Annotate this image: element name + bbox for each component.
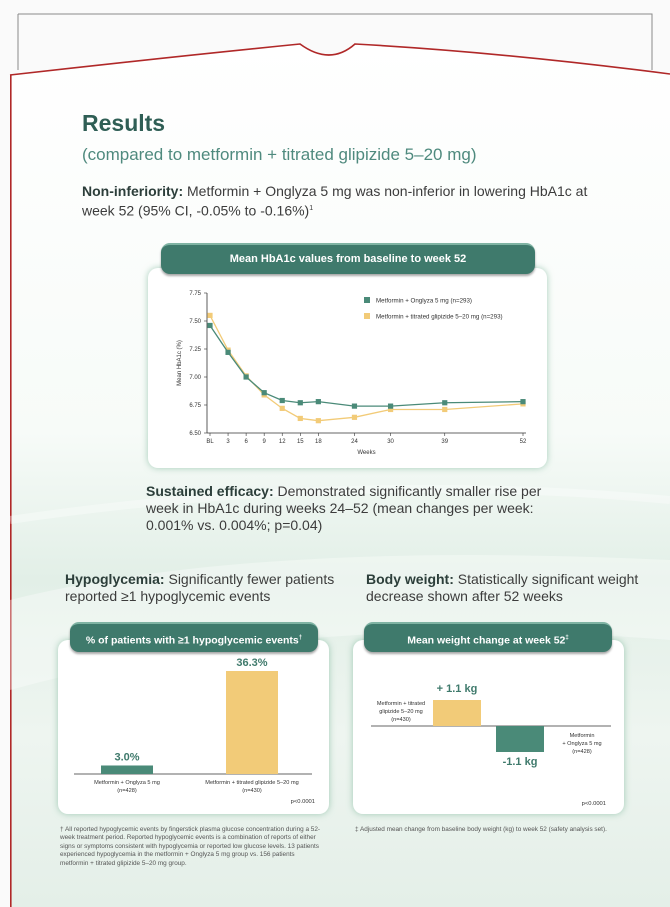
page-subtitle: (compared to metformin + titrated glipiz… (82, 145, 477, 164)
x-tick-label: 6 (244, 439, 248, 445)
data-point (207, 322, 213, 329)
x-axis-label: Weeks (357, 450, 375, 456)
hypoglycemia-footnote: † All reported hypoglycemic events by fi… (60, 826, 321, 867)
legend-label: Metformin + Onglyza 5 mg (n=293) (376, 298, 472, 305)
noninferiority-paragraph: Non-inferiority: Metformin + Onglyza 5 m… (82, 183, 602, 220)
noninferiority-label: Non-inferiority: (82, 183, 184, 199)
bar-data-label: -1.1 kg (503, 756, 538, 768)
weight-chart-header: Mean weight change at week 52‡ (364, 622, 612, 652)
hypoglycemia-paragraph: Hypoglycemia: Significantly fewer patien… (65, 571, 355, 605)
y-tick-label: 6.50 (189, 431, 201, 437)
category-label: Metformin (570, 733, 595, 739)
y-tick-label: 7.25 (189, 347, 201, 353)
bodyweight-paragraph: Body weight: Statistically significant w… (366, 571, 646, 605)
data-point (351, 403, 358, 409)
y-tick-label: 7.75 (189, 291, 201, 297)
hba1c-chart-header: Mean HbA1c values from baseline to week … (161, 243, 535, 274)
category-n-label: (n=428) (117, 788, 137, 794)
hypoglycemia-chart-panel (58, 640, 329, 814)
hypoglycemia-chart-title: % of patients with ≥1 hypoglycemic event… (85, 634, 299, 647)
p-value: p<0.0001 (291, 799, 315, 805)
data-point (387, 403, 394, 409)
legend-swatch (364, 297, 370, 303)
x-tick-label: 52 (520, 439, 527, 445)
data-point (315, 418, 321, 424)
category-label: + Onglyza 5 mg (562, 741, 601, 747)
sustained-text: Demonstrated significantly smaller rise … (146, 483, 542, 533)
bar-data-label: 3.0% (114, 751, 139, 763)
data-point (297, 415, 303, 422)
bar (101, 765, 153, 774)
bar-data-label: 36.3% (236, 657, 267, 669)
bar (226, 671, 278, 774)
data-point (351, 414, 358, 420)
weight-footnote: ‡ Adjusted mean change from baseline bod… (355, 826, 607, 833)
weight-chart-panel (353, 640, 624, 814)
data-point (207, 312, 213, 318)
data-point (387, 406, 394, 413)
hypoglycemia-label: Hypoglycemia: (65, 571, 165, 587)
data-point (315, 399, 321, 405)
y-tick-label: 6.75 (189, 403, 201, 409)
y-tick-label: 7.50 (189, 319, 201, 325)
hypoglycemia-bar-chart: 3.0% Metformin + Onglyza 5 mg (n=428) 36.3%… (74, 657, 315, 805)
weight-bar-chart: + 1.1 kg -1.1 kg Metformin + titrated glipi… (371, 683, 611, 807)
bodyweight-label: Body weight: (366, 571, 454, 587)
category-label: (n=430) (391, 717, 411, 723)
data-point (297, 400, 303, 406)
bar (433, 700, 481, 726)
category-label: Metformin + titrated glipizide 5–20 mg (205, 780, 298, 786)
x-tick-label: 3 (226, 439, 230, 445)
data-point (261, 390, 267, 396)
sustained-efficacy-paragraph: Sustained efficacy: Demonstrated signifi… (146, 483, 566, 534)
weight-chart-title: Mean weight change at week 52 (407, 634, 566, 647)
category-label: Metformin + Onglyza 5 mg (94, 780, 160, 786)
p-value: p<0.0001 (582, 801, 606, 807)
data-point (442, 406, 448, 413)
x-tick-label: 18 (315, 439, 322, 445)
x-tick-label: 39 (441, 439, 448, 445)
sustained-label: Sustained efficacy: (146, 483, 274, 499)
double-dagger-mark: ‡ (565, 635, 569, 641)
legend-label: Metformin + titrated glipizide 5–20 mg (… (376, 314, 503, 321)
hba1c-chart-title: Mean HbA1c values from baseline to week … (229, 253, 467, 265)
hypoglycemia-chart-header: % of patients with ≥1 hypoglycemic event… (70, 622, 318, 652)
x-tick-label: 9 (263, 439, 267, 445)
category-n-label: (n=430) (242, 788, 262, 794)
hba1c-line-chart: 7.75 7.50 7.25 7.00 6.75 6.50 BL 3 6 9 12 15 18 24 30 3… (177, 291, 527, 456)
bodyweight-text: Statistically significant weight decreas… (366, 571, 639, 604)
data-point (442, 400, 448, 406)
category-label: Metformin + titrated (377, 701, 425, 707)
x-tick-label: 15 (297, 439, 304, 445)
hba1c-chart-panel (148, 268, 547, 468)
data-point (225, 349, 231, 355)
data-point (279, 397, 285, 404)
page-title: Results (82, 110, 166, 136)
bar-data-label: + 1.1 kg (437, 683, 478, 695)
reference-mark: 1 (309, 205, 314, 212)
data-point (520, 399, 526, 405)
data-point (243, 374, 249, 380)
x-tick-label: 24 (351, 439, 358, 445)
y-axis-label: Mean HbA1c (%) (177, 340, 183, 386)
x-tick-label: 30 (387, 439, 394, 445)
x-tick-label: BL (206, 439, 214, 445)
y-tick-label: 7.00 (189, 375, 201, 381)
bar (496, 726, 544, 752)
legend-swatch (364, 313, 370, 319)
data-point (279, 405, 285, 411)
dagger-mark: † (298, 635, 303, 641)
category-label: glipizide 5–20 mg (379, 709, 423, 715)
noninferiority-text: Metformin + Onglyza 5 mg was non-inferio… (82, 183, 588, 219)
hypoglycemia-text: Significantly fewer patients reported ≥1… (65, 571, 335, 604)
category-label: (n=428) (572, 749, 592, 755)
series-line-2 (209, 315, 524, 422)
series-line-1 (209, 325, 524, 407)
x-tick-label: 12 (279, 439, 286, 445)
